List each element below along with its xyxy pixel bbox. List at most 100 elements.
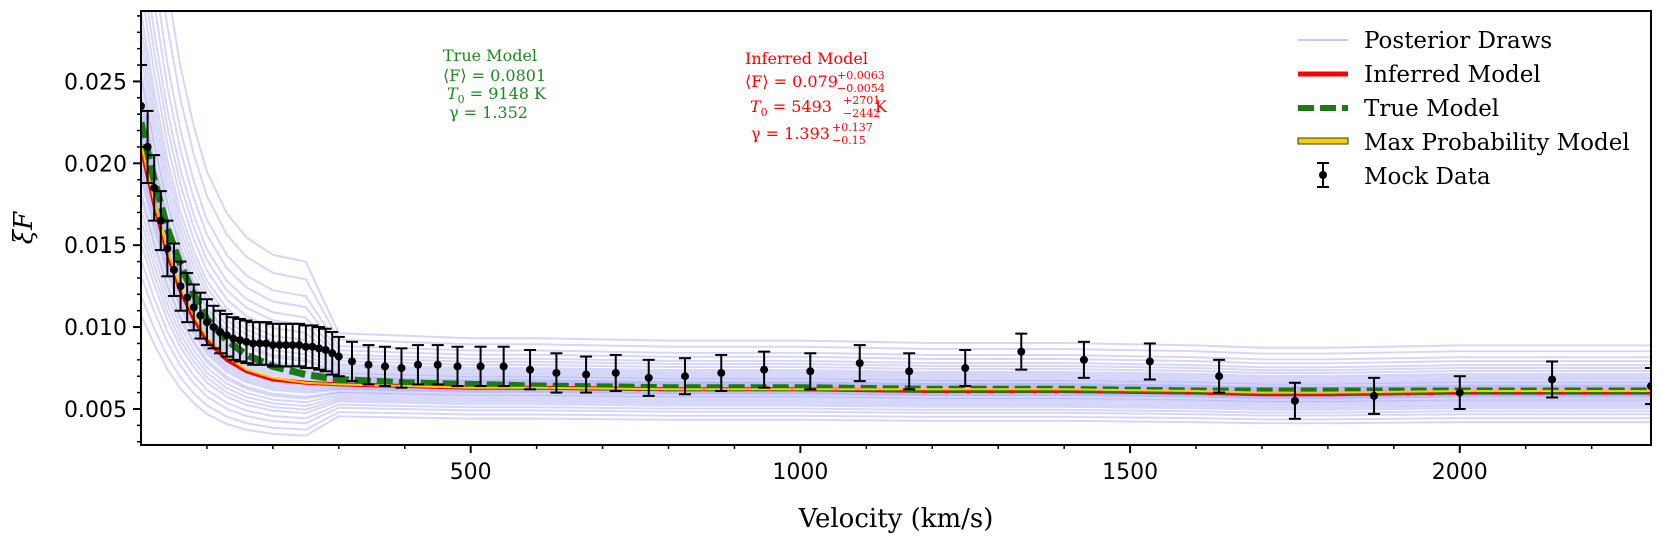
true-model-annotation: True Model ⟨F⟩ = 0.0801 T0 = 9148 K γ = … bbox=[443, 46, 547, 122]
inferred-model-f: ⟨F⟩ = 0.079 bbox=[745, 72, 838, 91]
data-marker bbox=[1017, 347, 1026, 356]
data-marker bbox=[1145, 357, 1154, 366]
data-marker bbox=[242, 337, 251, 346]
mock-data-point bbox=[1453, 375, 1466, 410]
posterior-draw-line bbox=[141, 196, 1651, 403]
data-marker bbox=[235, 336, 244, 345]
posterior-draw-line bbox=[164, 11, 1651, 355]
posterior-draw-line bbox=[141, 295, 1651, 431]
data-marker bbox=[308, 342, 317, 351]
data-marker bbox=[526, 365, 535, 374]
mock-data-point bbox=[903, 352, 916, 391]
x-tick-label: 1000 bbox=[772, 460, 828, 485]
posterior-draw-line bbox=[141, 259, 1651, 420]
x-tick-label: 500 bbox=[450, 460, 492, 485]
mock-data-point bbox=[758, 350, 771, 389]
mock-data-point bbox=[1143, 342, 1156, 381]
mock-data-point bbox=[804, 352, 817, 391]
true-model-t0: T0 = 9148 K bbox=[447, 84, 547, 106]
data-marker bbox=[255, 339, 264, 348]
mock-data-point bbox=[306, 324, 319, 370]
true-model-f: ⟨F⟩ = 0.0801 bbox=[443, 66, 546, 85]
mock-data-point bbox=[332, 335, 345, 378]
posterior-draw-line bbox=[141, 220, 1651, 408]
data-marker bbox=[216, 327, 225, 336]
mock-data-point bbox=[642, 358, 655, 397]
data-marker bbox=[315, 344, 324, 353]
data-marker bbox=[163, 244, 172, 253]
data-marker bbox=[262, 339, 271, 348]
data-marker bbox=[1370, 391, 1379, 400]
mock-data-point bbox=[715, 353, 728, 392]
data-marker bbox=[334, 352, 343, 361]
t0-value: = 9148 K bbox=[465, 84, 547, 103]
y-tick-label: 0.015 bbox=[64, 234, 127, 259]
true-model-gamma: γ = 1.352 bbox=[449, 103, 528, 122]
posterior-draw-line bbox=[141, 71, 1651, 385]
mock-data-point bbox=[207, 304, 220, 350]
posterior-draw-line bbox=[141, 232, 1651, 411]
posterior-draw-line bbox=[143, 11, 1651, 374]
x-tick-label: 2000 bbox=[1432, 460, 1488, 485]
posterior-draw-line bbox=[150, 11, 1651, 369]
inferred-t0-minus: −2442 bbox=[843, 107, 880, 120]
data-marker bbox=[855, 359, 864, 368]
y-tick-label: 0.010 bbox=[64, 316, 127, 341]
posterior-draw-line bbox=[141, 166, 1651, 399]
legend-label-maxprob: Max Probability Model bbox=[1364, 130, 1630, 156]
t0-symbol: T bbox=[447, 84, 459, 103]
data-marker bbox=[268, 341, 277, 350]
t0-value: = 5493 bbox=[768, 97, 832, 116]
mock-data-point bbox=[293, 322, 306, 368]
data-marker bbox=[1079, 355, 1088, 364]
posterior-draw-line bbox=[141, 208, 1651, 405]
data-marker bbox=[156, 216, 165, 225]
posterior-draw-line bbox=[154, 11, 1651, 365]
legend-label-inferred: Inferred Model bbox=[1364, 62, 1541, 88]
mock-data-point bbox=[609, 353, 622, 392]
mock-data-point bbox=[474, 345, 487, 388]
legend-label-posterior: Posterior Draws bbox=[1364, 28, 1552, 54]
inferred-model-gamma: γ = 1.393 bbox=[751, 124, 830, 143]
data-marker bbox=[582, 370, 591, 379]
x-axis-label: Velocity (km/s) bbox=[798, 504, 994, 534]
mock-data-point bbox=[154, 190, 167, 252]
legend-swatch-mock bbox=[1317, 162, 1329, 188]
data-marker bbox=[680, 372, 689, 381]
mock-data-point bbox=[1368, 376, 1381, 415]
mock-data-point bbox=[148, 154, 161, 222]
mock-data-point bbox=[1213, 358, 1226, 394]
mock-data-point bbox=[141, 109, 154, 184]
mock-data-point bbox=[200, 298, 213, 347]
posterior-draw-line bbox=[141, 56, 1651, 383]
data-marker bbox=[961, 364, 970, 373]
legend-label-true: True Model bbox=[1364, 96, 1499, 122]
data-marker bbox=[644, 373, 653, 382]
mock-data-point bbox=[678, 357, 691, 396]
data-marker bbox=[905, 367, 914, 376]
data-marker bbox=[249, 339, 258, 348]
mock-data-point bbox=[319, 327, 332, 373]
data-marker bbox=[1455, 388, 1464, 397]
t0-subscript: 0 bbox=[761, 106, 768, 119]
mock-data-point bbox=[220, 312, 233, 358]
y-tick-label: 0.005 bbox=[64, 398, 127, 423]
data-marker bbox=[282, 341, 291, 350]
mock-data-point bbox=[187, 283, 200, 332]
data-marker bbox=[150, 183, 159, 192]
posterior-draw-line bbox=[141, 243, 1651, 415]
data-marker bbox=[189, 303, 198, 312]
data-marker bbox=[202, 318, 211, 327]
posterior-draw-line bbox=[141, 178, 1651, 401]
data-marker bbox=[380, 362, 389, 371]
mock-data-point bbox=[853, 344, 866, 383]
posterior-draw-line bbox=[147, 11, 1651, 372]
mock-data-point bbox=[378, 345, 391, 388]
posterior-draw-line bbox=[141, 275, 1651, 425]
data-marker bbox=[1548, 375, 1557, 384]
data-marker bbox=[301, 342, 310, 351]
posterior-draw-line bbox=[141, 314, 1651, 437]
true-model-title: True Model bbox=[443, 46, 537, 65]
mock-data-point bbox=[346, 340, 359, 383]
t0-symbol: T bbox=[750, 97, 762, 116]
